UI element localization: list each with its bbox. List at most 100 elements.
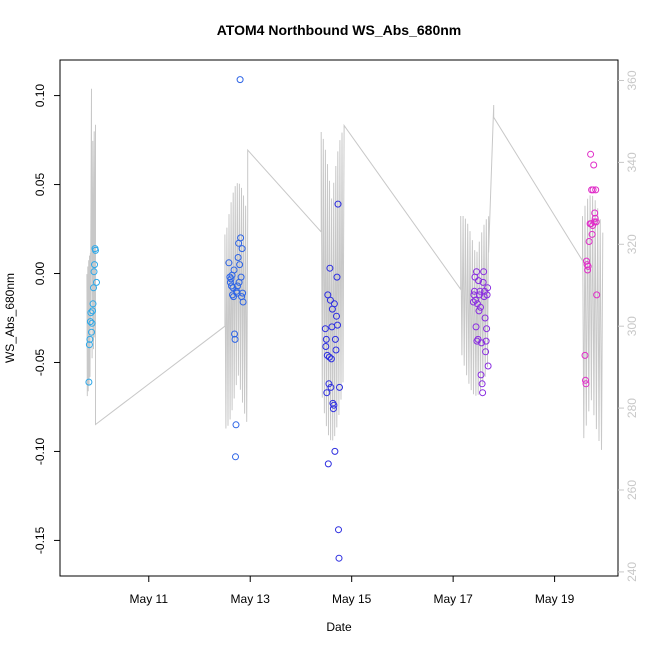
y-tick-label: -0.15 xyxy=(33,526,47,554)
y-axis-right: 360 340 320 300 280 260 240 xyxy=(618,70,639,582)
data-point xyxy=(238,245,246,253)
data-point xyxy=(92,246,99,254)
data-point xyxy=(231,335,239,343)
data-point xyxy=(93,278,100,286)
data-point xyxy=(89,307,96,315)
data-point xyxy=(584,266,592,274)
x-axis-label: Date xyxy=(326,620,352,634)
data-point xyxy=(477,371,485,379)
data-point xyxy=(582,376,589,384)
data-point xyxy=(482,348,490,356)
secondary-line-group xyxy=(86,88,604,450)
data-point xyxy=(322,335,330,343)
data-point xyxy=(591,214,599,222)
plot-frame xyxy=(59,59,619,577)
data-point xyxy=(593,291,601,299)
data-point xyxy=(478,380,486,388)
y2-tick-label: 360 xyxy=(625,70,639,90)
data-point xyxy=(590,218,598,226)
data-point xyxy=(227,275,235,283)
y-axis-label: WS_Abs_680nm xyxy=(3,273,17,363)
data-point xyxy=(225,259,233,267)
data-point xyxy=(480,268,488,276)
data-point xyxy=(588,230,596,238)
data-point xyxy=(230,266,238,274)
data-point xyxy=(234,282,241,290)
data-point xyxy=(329,405,337,413)
data-point xyxy=(591,209,599,217)
data-point xyxy=(229,284,237,292)
data-point xyxy=(85,378,93,386)
data-point xyxy=(589,186,597,194)
data-point xyxy=(474,335,482,343)
data-point xyxy=(237,273,245,281)
data-point xyxy=(582,380,590,388)
data-point xyxy=(86,335,94,343)
data-point xyxy=(482,337,490,345)
data-point xyxy=(334,321,341,329)
y2-tick-label: 300 xyxy=(625,316,639,336)
data-point xyxy=(229,291,236,299)
data-point xyxy=(331,335,339,343)
data-point xyxy=(236,261,244,269)
data-point xyxy=(475,307,483,315)
x-axis: May 11 May 13 May 15 May 17 May 19 xyxy=(130,576,575,606)
data-point xyxy=(581,351,589,359)
data-point xyxy=(236,76,244,84)
data-point xyxy=(327,355,335,363)
y-tick-label: 0.10 xyxy=(33,84,47,108)
data-point xyxy=(324,460,332,468)
data-point xyxy=(327,383,335,391)
data-point xyxy=(91,261,98,269)
data-point xyxy=(585,238,593,245)
y-tick-label: 0.05 xyxy=(33,173,47,197)
data-point xyxy=(87,309,95,317)
data-point xyxy=(592,186,600,194)
x-tick-label: May 19 xyxy=(535,592,575,606)
y-tick-label: 0.00 xyxy=(33,262,47,286)
data-point xyxy=(473,337,481,345)
y2-tick-label: 280 xyxy=(625,398,639,418)
data-point xyxy=(239,289,247,297)
data-point xyxy=(333,312,340,320)
x-tick-label: May 17 xyxy=(433,592,473,606)
data-point xyxy=(592,218,600,226)
data-point xyxy=(86,318,94,326)
data-point xyxy=(473,268,480,276)
data-point xyxy=(481,314,489,322)
data-point xyxy=(323,351,331,359)
y2-tick-label: 340 xyxy=(625,152,639,172)
data-point xyxy=(230,293,237,301)
data-point xyxy=(589,222,597,229)
data-point xyxy=(90,268,98,276)
data-point xyxy=(483,325,491,333)
data-point xyxy=(472,296,479,304)
data-point xyxy=(234,254,242,261)
data-point xyxy=(89,300,97,308)
data-point xyxy=(330,300,338,308)
data-point xyxy=(478,339,485,347)
y-axis-left: 0.10 0.05 0.00 -0.05 -0.10 -0.15 xyxy=(33,84,60,554)
chart-title: ATOM4 Northbound WS_Abs_680nm xyxy=(217,22,462,38)
y2-tick-label: 260 xyxy=(625,480,639,500)
data-point xyxy=(232,421,240,429)
data-point xyxy=(479,389,487,397)
secondary-line xyxy=(86,88,604,450)
data-point xyxy=(590,161,598,169)
x-tick-label: May 15 xyxy=(332,592,372,606)
data-point xyxy=(477,303,484,311)
data-point xyxy=(232,453,239,461)
data-point xyxy=(469,298,477,306)
data-point xyxy=(479,278,487,286)
data-point xyxy=(587,150,595,158)
data-point xyxy=(335,526,342,534)
data-point xyxy=(88,319,96,327)
y-tick-label: -0.05 xyxy=(33,348,47,376)
data-point xyxy=(332,346,340,354)
data-point xyxy=(330,401,338,409)
data-point xyxy=(325,353,333,361)
data-point xyxy=(237,234,245,242)
x-tick-label: May 13 xyxy=(231,592,271,606)
data-point xyxy=(326,264,334,272)
